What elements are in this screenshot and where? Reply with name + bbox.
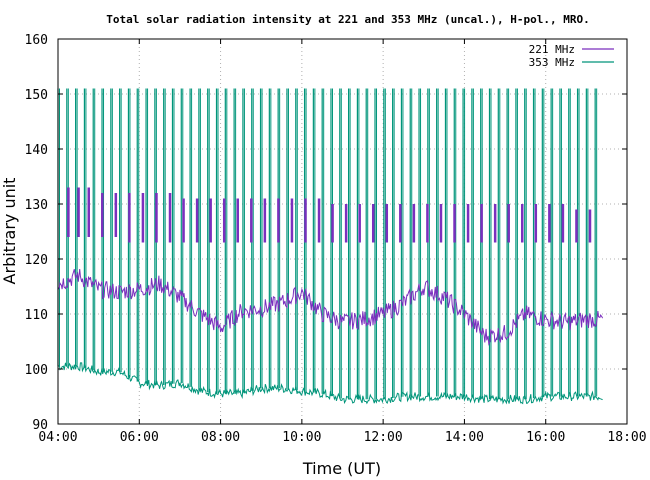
calibration-block-221 (453, 204, 456, 243)
calibration-block-221 (155, 193, 158, 243)
y-tick-label: 110 (25, 308, 48, 323)
calibration-block-221 (507, 204, 510, 243)
calibration-block-221 (77, 187, 80, 237)
series-221-line (57, 268, 604, 347)
calibration-block-221 (236, 198, 240, 243)
calibration-block-221 (290, 198, 294, 243)
y-tick-label: 130 (25, 198, 48, 213)
calibration-block-221 (222, 198, 226, 243)
legend-label: 221 MHz (529, 43, 575, 56)
calibration-block-221 (480, 204, 483, 243)
legend-label: 353 MHz (529, 56, 575, 69)
calibration-block-221 (399, 204, 402, 243)
calibration-block-221 (358, 204, 361, 243)
x-tick-label: 18:00 (607, 430, 646, 445)
plot-frame (57, 38, 628, 425)
calibration-block-221 (277, 198, 280, 243)
calibration-block-221 (588, 209, 592, 243)
y-axis-label: Arbitrary unit (0, 178, 19, 285)
calibration-block-221 (561, 204, 565, 243)
calibration-block-221 (182, 198, 185, 243)
ticks: 04:00 06:00 08:00 10:00 12:00 14:00 16:00 18:00… (25, 33, 647, 445)
calibration-block-221 (263, 198, 267, 243)
calibration-block-221 (168, 193, 172, 243)
calibration-block-221 (114, 193, 118, 237)
x-tick-label: 14:00 (445, 430, 484, 445)
x-tick-label: 16:00 (526, 430, 565, 445)
calibration-block-221 (521, 204, 524, 243)
calibration-block-221 (412, 204, 416, 243)
x-tick-label: 06:00 (120, 430, 159, 445)
chart-title: Total solar radiation intensity at 221 a… (106, 13, 589, 26)
y-tick-label: 160 (25, 33, 48, 48)
y-tick-label: 120 (25, 253, 48, 268)
calibration-block-221 (548, 204, 551, 243)
y-tick-label: 150 (25, 88, 48, 103)
y-tick-label: 140 (25, 143, 48, 158)
calibration-block-221 (209, 198, 212, 243)
calibration-block-221 (195, 198, 199, 243)
x-tick-label: 08:00 (201, 430, 240, 445)
y-tick-label: 90 (32, 418, 48, 433)
x-tick-label: 04:00 (38, 430, 77, 445)
calibration-block-221 (439, 204, 443, 243)
calibration-block-221 (534, 204, 538, 243)
calibration-block-221 (493, 204, 497, 243)
calibration-block-221 (331, 204, 334, 243)
series-layer (57, 88, 604, 405)
y-tick-label: 100 (25, 363, 48, 378)
calibration-block-221 (371, 204, 375, 243)
calibration-block-221 (426, 204, 429, 243)
x-axis-label: Time (UT) (302, 459, 381, 478)
calibration-block-221 (304, 198, 307, 243)
calibration-block-221 (101, 193, 104, 237)
calibration-block-221 (141, 193, 145, 243)
calibration-block-221 (344, 204, 348, 243)
x-tick-label: 12:00 (364, 430, 403, 445)
calibration-block-221 (128, 193, 131, 243)
calibration-block-221 (385, 204, 389, 243)
calibration-block-221 (317, 198, 321, 243)
calibration-block-221 (466, 204, 470, 243)
calibration-block-221 (250, 198, 253, 243)
calibration-block-221 (87, 187, 90, 237)
x-tick-label: 10:00 (282, 430, 321, 445)
calibration-block-221 (67, 187, 70, 237)
series-353-line (57, 362, 603, 405)
calibration-block-221 (575, 209, 578, 243)
